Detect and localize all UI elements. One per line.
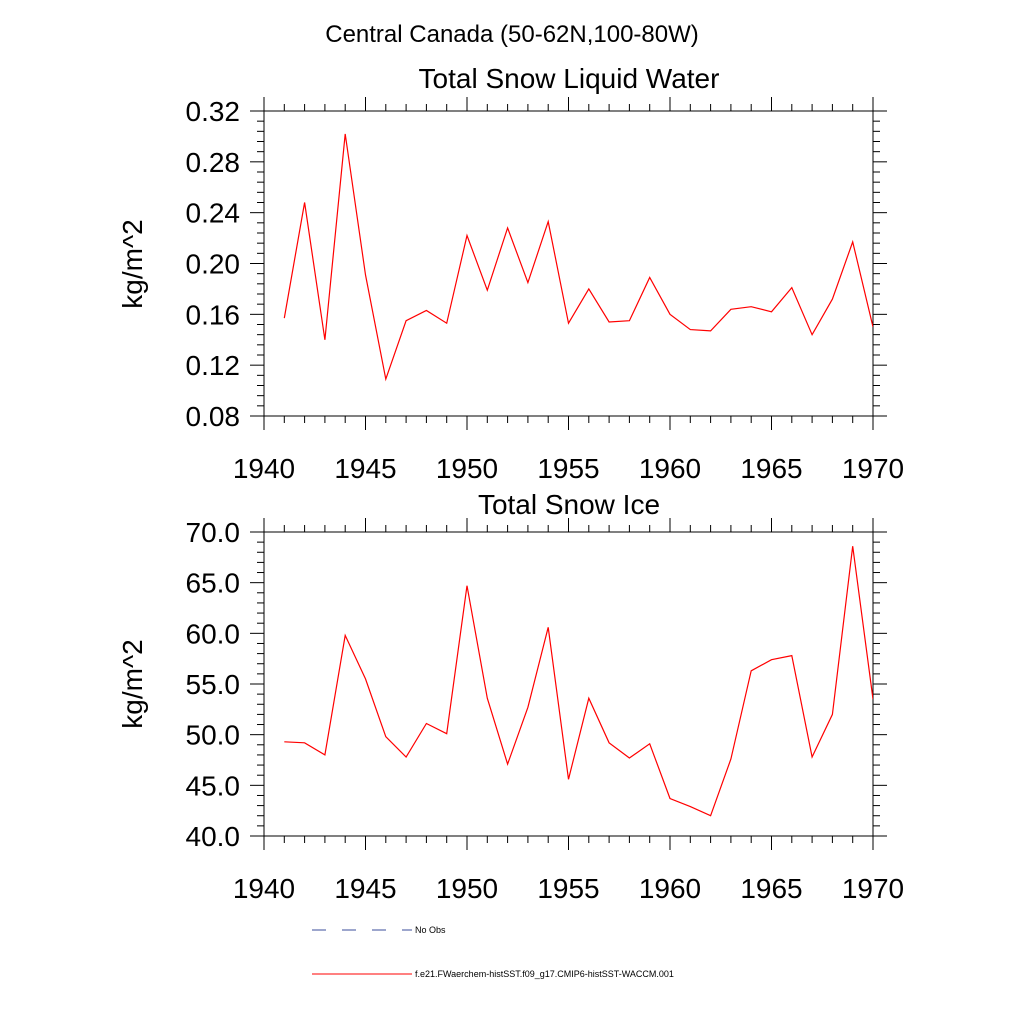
x-tick-label: 1945 [334,873,396,904]
y-tick-label: 0.20 [186,249,241,280]
x-tick-label: 1970 [842,453,904,484]
x-tick-label: 1965 [740,453,802,484]
x-tick-label: 1965 [740,873,802,904]
chart-snow-ice: Total Snow Ice kg/m^2 1940 1945 1950 1955 19… [117,489,904,904]
series-line [284,546,873,817]
x-tick-label: 1940 [233,873,295,904]
y-tick-label: 0.24 [186,198,241,229]
x-tick-label: 1950 [436,453,498,484]
x-tick-label: 1955 [537,453,599,484]
y-tick-label: 65.0 [186,568,241,599]
chart-snow-liquid-water: Total Snow Liquid Water kg/m^2 1940 1945 1… [117,63,904,484]
legend-label: f.e21.FWaerchem-histSST.f09_g17.CMIP6-hi… [415,969,674,979]
y-axis-label: kg/m^2 [117,639,148,728]
y-tick-label: 55.0 [186,669,241,700]
y-tick-label: 45.0 [186,770,241,801]
x-tick-label: 1970 [842,873,904,904]
y-tick-label: 0.08 [186,401,241,432]
x-tick-label: 1960 [639,453,701,484]
series-line [283,133,873,382]
legend: No Obs f.e21.FWaerchem-histSST.f09_g17.C… [312,925,674,979]
chart-title: Total Snow Ice [478,489,660,520]
plot-frame [263,110,874,417]
y-tick-label: 0.32 [186,96,241,127]
legend-label: No Obs [415,925,446,935]
x-tick-label: 1950 [436,873,498,904]
y-tick-label: 0.16 [186,299,241,330]
chart-title: Total Snow Liquid Water [419,63,720,94]
figure-title: Central Canada (50-62N,100-80W) [325,21,699,48]
x-tick-label: 1940 [233,453,295,484]
y-tick-label: 40.0 [186,821,241,852]
y-tick-label: 50.0 [186,720,241,751]
x-tick-label: 1945 [334,453,396,484]
y-tick-label: 0.28 [186,147,241,178]
y-axis-label: kg/m^2 [117,219,148,308]
y-tick-label: 60.0 [186,618,241,649]
y-tick-label: 70.0 [186,517,241,548]
x-tick-label: 1955 [537,873,599,904]
y-tick-label: 0.12 [186,350,241,381]
x-tick-label: 1960 [639,873,701,904]
plot-frame [263,531,874,837]
